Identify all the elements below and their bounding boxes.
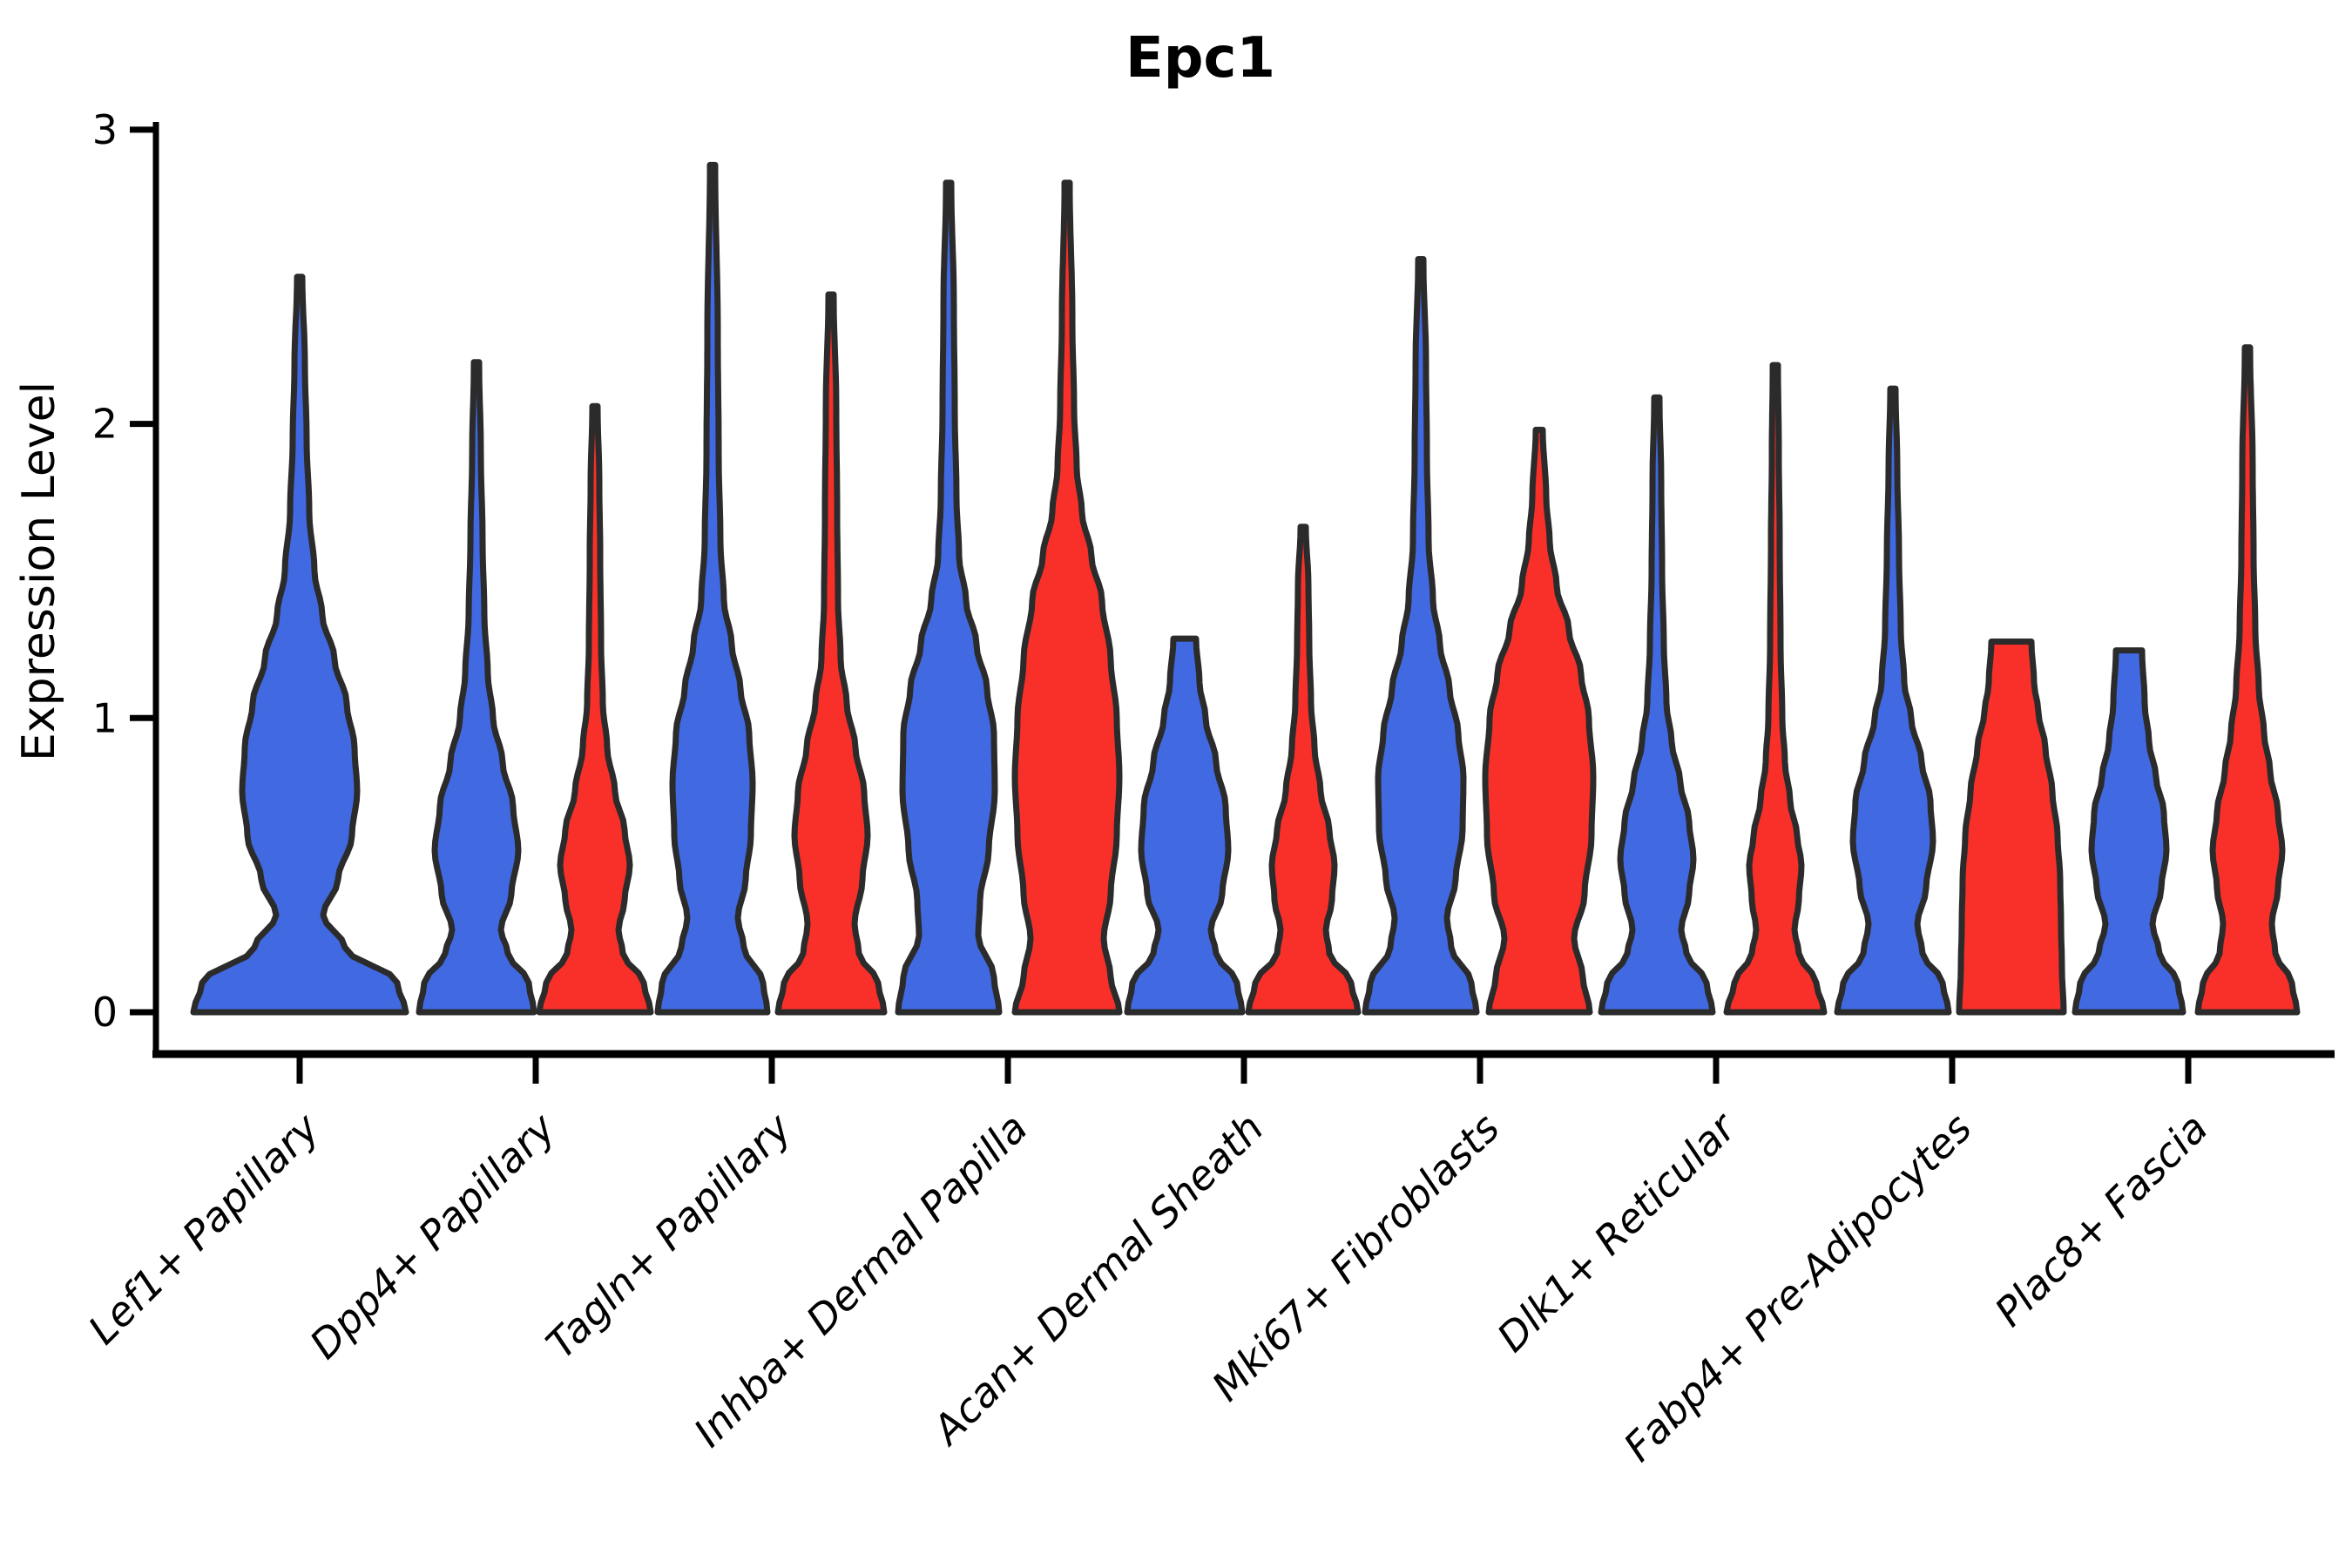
violin-fabp4-pre-adipocytes-blue — [1834, 385, 1952, 1016]
x-tick-label-lef1-papillary: Lef1+ Papillary — [79, 1104, 328, 1353]
violins-layer — [190, 161, 2301, 1016]
violin-inhba-dermal-papilla-red — [1011, 179, 1123, 1016]
violin-fabp4-pre-adipocytes-red — [1956, 639, 2067, 1016]
y-tick-label: 1 — [92, 694, 118, 741]
violin-plac8-fascia-blue — [2072, 647, 2186, 1016]
chart-title: Epc1 — [1125, 26, 1275, 91]
violin-lef1-papillary-blue — [190, 274, 409, 1016]
violin-dpp4-papillary-red — [536, 402, 654, 1016]
violin-tagln-papillary-red — [774, 291, 888, 1016]
y-tick-label: 3 — [92, 106, 118, 153]
y-tick-label: 0 — [92, 989, 118, 1036]
violin-inhba-dermal-papilla-blue — [895, 179, 1003, 1016]
x-tick-label-dpp4-papillary: Dpp4+ Papillary — [301, 1104, 564, 1368]
violin-mki67-fibroblasts-red — [1482, 426, 1597, 1016]
x-tick-label-tagln-papillary: Tagln+ Papillary — [537, 1104, 801, 1368]
violin-acan-dermal-sheath-red — [1245, 524, 1362, 1016]
violin-acan-dermal-sheath-blue — [1124, 635, 1246, 1016]
axes-layer — [130, 122, 2335, 1084]
y-tick-label: 2 — [92, 401, 118, 448]
violin-plac8-fascia-red — [2194, 344, 2301, 1016]
violin-dpp4-papillary-blue — [416, 359, 537, 1016]
x-tick-label-dlk1-reticular: Dlk1+ Reticular — [1488, 1102, 1747, 1361]
y-axis-label: Expression Level — [13, 382, 65, 761]
violin-dlk1-reticular-blue — [1598, 394, 1716, 1016]
violin-mki67-fibroblasts-blue — [1362, 256, 1480, 1016]
violin-dlk1-reticular-red — [1723, 362, 1828, 1016]
x-tick-label-plac8-fascia: Plac8+ Fascia — [1985, 1105, 2216, 1335]
violin-tagln-papillary-blue — [654, 161, 771, 1016]
